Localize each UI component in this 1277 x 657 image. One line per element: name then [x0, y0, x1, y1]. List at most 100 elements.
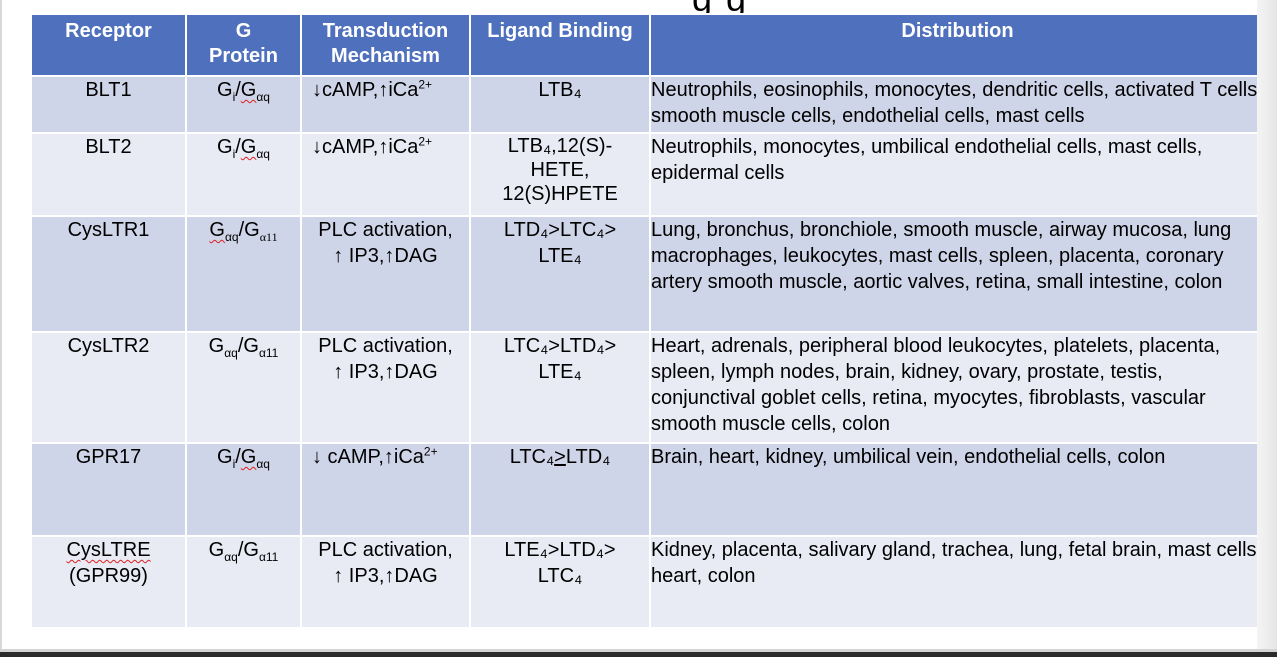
ligand-line1: LTD₄>LTC₄> — [503, 219, 617, 241]
cell-ligand: LTB₄,12(S)- HETE, 12(S)HPETE — [469, 132, 651, 217]
cell-transduction: ↓ cAMP,↑iCa2+ — [300, 442, 471, 537]
g-protein-sep: / — [238, 219, 245, 241]
g-protein-sep: / — [235, 446, 241, 468]
table-row: CysLTR1 Gαq/Gα11 PLC activation, ↑ IP3,↑D… — [30, 215, 1266, 333]
header-ligand: Ligand Binding — [469, 13, 651, 77]
g-protein-a: G — [209, 219, 225, 241]
distribution-text: Heart, adrenals, peripheral blood leukoc… — [651, 335, 1221, 435]
g-protein-b-sub: α11 — [259, 230, 278, 244]
ligand-line2: LTC₄ — [537, 565, 583, 587]
g-protein-b: G — [240, 136, 257, 158]
transduction-line1: ↓cAMP,↑iCa — [312, 136, 419, 158]
g-protein-a-spellcheck: Gαq — [209, 219, 239, 244]
g-protein-sep: / — [237, 539, 244, 561]
cell-distribution: Neutrophils, eosinophils, monocytes, den… — [649, 75, 1266, 134]
cell-g-protein: Gαq/Gα11 — [185, 331, 302, 444]
g-protein-b: G — [244, 219, 260, 241]
g-protein-b-sub: α11 — [258, 346, 279, 360]
g-protein-a-sub: αq — [224, 346, 238, 360]
ligand-line2: LTE₄ — [538, 361, 582, 383]
g-protein-b-sub: αq — [256, 147, 270, 161]
g-protein-a: G — [208, 335, 225, 357]
header-transduction-line1: Transduction — [322, 20, 449, 42]
cell-g-protein: Gαq/Gα11 — [185, 215, 302, 333]
g-protein-sep: / — [237, 335, 244, 357]
cell-receptor: BLT1 — [30, 75, 187, 134]
transduction-line1: PLC activation, — [318, 335, 453, 357]
window-bottom-border — [0, 649, 1277, 657]
header-g-protein-line2: Protein — [209, 45, 278, 67]
g-protein-b-spellcheck: Gαq — [240, 79, 270, 104]
g-protein-b-sub: α11 — [258, 550, 279, 564]
cell-transduction: PLC activation, ↑ IP3,↑DAG — [300, 215, 471, 333]
cell-transduction: PLC activation, ↑ IP3,↑DAG — [300, 535, 471, 629]
cell-distribution: Neutrophils, monocytes, umbilical endoth… — [649, 132, 1266, 217]
cell-g-protein: Gi/Gαq — [185, 442, 302, 537]
transduction-line2: ↑ IP3,↑DAG — [333, 565, 438, 587]
g-protein-b-spellcheck: Gαq — [240, 136, 270, 161]
table-row: CysLTRE (GPR99) Gαq/Gα11 PLC activation, ↑… — [30, 535, 1266, 629]
ligand-line1: LTB₄ — [538, 79, 582, 101]
g-protein-b: G — [243, 539, 259, 561]
distribution-text: Neutrophils, monocytes, umbilical endoth… — [651, 136, 1203, 184]
g-protein-a-sub: αq — [224, 230, 239, 244]
cell-ligand: LTC₄>LTD₄> LTE₄ — [469, 331, 651, 444]
transduction-sup: 2+ — [418, 77, 433, 92]
transduction-line1: ↓cAMP,↑iCa — [312, 79, 419, 101]
g-protein-b: G — [240, 446, 257, 468]
receptor-alias: (GPR99) — [69, 565, 148, 587]
g-protein-a-sub: i — [232, 457, 236, 471]
header-receptor-label: Receptor — [65, 20, 152, 42]
ligand-pre: LTC₄ — [509, 446, 555, 468]
receptor-table: Receptor G Protein Transduction Mechanism … — [30, 13, 1266, 629]
g-protein-b-sub: αq — [256, 90, 270, 104]
ligand-line3: 12(S)HPETE — [502, 183, 618, 205]
g-protein-sep: / — [235, 136, 241, 158]
ligand-post: LTD₄ — [565, 446, 611, 468]
g-protein-a-sub: i — [232, 90, 236, 104]
cell-g-protein: Gi/Gαq — [185, 132, 302, 217]
transduction-line2: ↑ IP3,↑DAG — [333, 245, 438, 267]
ligand-line1: LTC₄>LTD₄> — [503, 335, 617, 357]
receptor-name: CysLTR2 — [67, 335, 150, 357]
cell-transduction: ↓cAMP,↑iCa2+ — [300, 75, 471, 134]
distribution-text: Neutrophils, eosinophils, monocytes, den… — [651, 79, 1263, 127]
cell-ligand: LTE₄>LTD₄> LTC₄ — [469, 535, 651, 629]
ligand-line1: LTE₄>LTD₄> — [504, 539, 616, 561]
transduction-line1: PLC activation, — [318, 539, 453, 561]
cell-distribution: Heart, adrenals, peripheral blood leukoc… — [649, 331, 1266, 444]
receptor-name: CysLTRE — [66, 539, 151, 561]
distribution-text: Brain, heart, kidney, umbilical vein, en… — [651, 446, 1166, 468]
header-distribution-label: Distribution — [901, 20, 1014, 42]
table-row: BLT2 Gi/Gαq ↓cAMP,↑iCa2+ LTB₄,12(S)- HETE… — [30, 132, 1266, 217]
cell-ligand: LTD₄>LTC₄> LTE₄ — [469, 215, 651, 333]
header-transduction-line2: Mechanism — [331, 45, 440, 67]
header-ligand-label: Ligand Binding — [487, 20, 633, 42]
header-transduction: Transduction Mechanism — [300, 13, 471, 77]
g-protein-b: G — [240, 79, 257, 101]
receptor-name: GPR17 — [75, 446, 142, 468]
header-g-protein: G Protein — [185, 13, 302, 77]
g-protein-b-sub: αq — [256, 457, 270, 471]
ligand-op-geq: > — [554, 446, 566, 468]
g-protein-b: G — [243, 335, 259, 357]
cell-ligand: LTB₄ — [469, 75, 651, 134]
g-protein-a: G — [208, 539, 225, 561]
transduction-line2: ↑ IP3,↑DAG — [333, 361, 438, 383]
transduction-line1: ↓ cAMP,↑iCa — [312, 446, 424, 468]
g-protein-a-sub: i — [232, 147, 236, 161]
g-protein-a-sub: αq — [224, 550, 238, 564]
g-protein-a: G — [217, 79, 233, 101]
transduction-line1: PLC activation, — [318, 219, 453, 241]
cell-receptor: CysLTRE (GPR99) — [30, 535, 187, 629]
distribution-text: Lung, bronchus, bronchiole, smooth muscl… — [651, 219, 1232, 293]
ligand-line2: LTE₄ — [538, 245, 582, 267]
cell-receptor: GPR17 — [30, 442, 187, 537]
g-protein-sep: / — [235, 79, 241, 101]
receptor-name: CysLTR1 — [67, 219, 150, 241]
transduction-sup: 2+ — [423, 444, 438, 459]
cell-distribution: Lung, bronchus, bronchiole, smooth muscl… — [649, 215, 1266, 333]
g-protein-a: G — [217, 136, 233, 158]
slide-edge-shadow — [1257, 0, 1277, 649]
